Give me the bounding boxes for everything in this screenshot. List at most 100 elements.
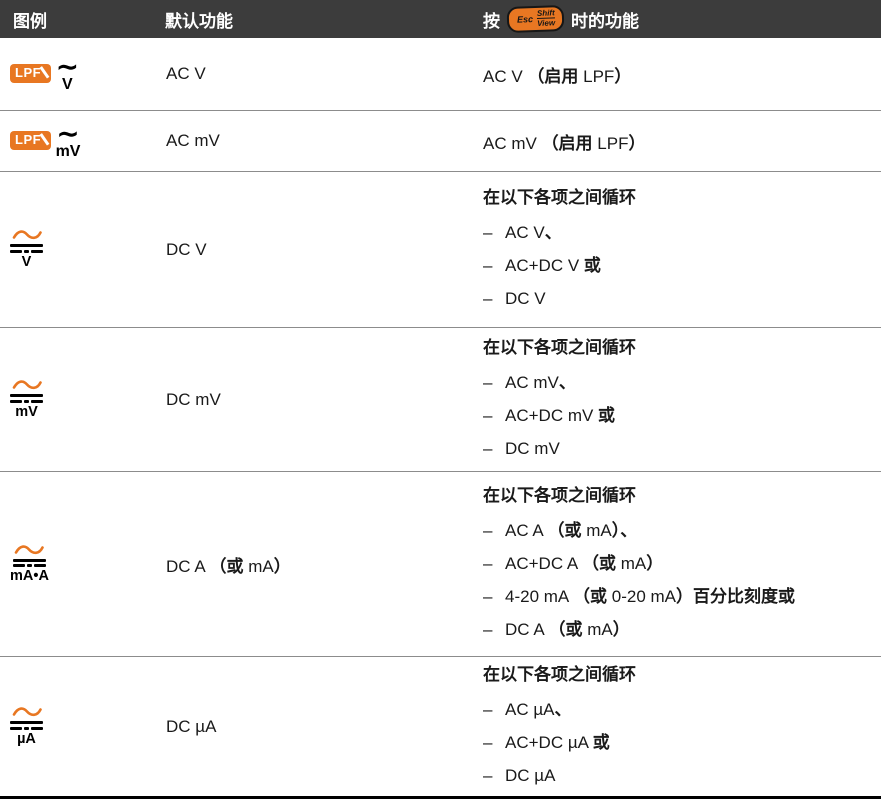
- shifted-function-cell: 在以下各项之间循环 – AC mV、 – AC+DC mV 或 – DC mV: [483, 328, 881, 471]
- dash-marker: –: [483, 372, 493, 392]
- dash-marker: –: [483, 619, 493, 639]
- header-default-function: 默认功能: [152, 7, 483, 32]
- header-legend: 图例: [0, 7, 152, 32]
- legend-cell: mA•A: [0, 472, 152, 656]
- dc-solid-bar-icon: [10, 244, 43, 248]
- default-function-text: DC V: [166, 239, 207, 259]
- cycle-item-text: DC A （或 mA）: [505, 619, 630, 639]
- cycle-item: – AC+DC A （或 mA）: [483, 547, 795, 580]
- header-press-label: 按: [483, 11, 500, 31]
- table-row: V DC V 在以下各项之间循环 – AC V、 – AC+DC V 或 – DC V: [0, 171, 881, 327]
- shifted-function-cell: 在以下各项之间循环 – AC A （或 mA）、 – AC+DC A （或 mA） –4…: [483, 472, 881, 656]
- cycle-item: – AC V、: [483, 216, 601, 249]
- lpf-badge-icon: LPF: [10, 63, 51, 83]
- dash-marker: –: [483, 553, 493, 573]
- ac-tilde-icon: ∼: [56, 116, 80, 150]
- cycle-item: – AC mV、: [483, 366, 615, 399]
- unit-label: V: [61, 75, 73, 93]
- dash-marker: –: [483, 765, 493, 785]
- unit-label: mV: [15, 403, 38, 420]
- dash-marker: –: [483, 438, 493, 458]
- cycle-item: – AC+DC µA 或: [483, 726, 610, 759]
- default-function-cell: AC V: [152, 38, 483, 110]
- unit-label: mV: [55, 142, 81, 160]
- default-function-cell: DC µA: [152, 657, 483, 796]
- cycle-item-text: AC+DC mV 或: [505, 405, 616, 425]
- header-function-label: 时的功能: [570, 11, 639, 31]
- default-function-text: AC V: [166, 64, 206, 83]
- ac-sine-wave-icon: [12, 707, 42, 717]
- cycle-item-text: AC+DC µA 或: [505, 732, 610, 752]
- cycle-item-text: AC A （或 mA）、: [505, 520, 638, 540]
- default-function-text: DC A （或 mA）: [166, 556, 291, 576]
- shifted-function-text: AC mV （启用 LPF）: [483, 133, 646, 153]
- dc-solid-bar-icon: [10, 721, 43, 725]
- cycle-item: – DC A （或 mA）: [483, 613, 795, 646]
- lpf-badge-label: LPF: [15, 131, 42, 147]
- table-header: 图例 默认功能 按 Esc Shift View 时的功能: [0, 0, 881, 38]
- cycle-item-text: DC V: [505, 288, 546, 308]
- default-function-cell: DC mV: [152, 328, 483, 471]
- cycle-item-text: AC mV、: [505, 372, 576, 392]
- dc-dashed-bar-icon: [10, 399, 43, 403]
- cycle-heading: 在以下各项之间循环: [483, 187, 636, 207]
- cycle-item-text: AC µA、: [505, 699, 572, 719]
- shifted-function-cell: AC V （启用 LPF）: [483, 38, 881, 110]
- ac-tilde-icon: ∼: [55, 49, 80, 83]
- dc-solid-bar-icon: [12, 558, 46, 562]
- header-legend-label: 图例: [13, 11, 47, 31]
- cycle-item-text: DC mV: [505, 438, 560, 458]
- dash-marker: –: [483, 288, 493, 308]
- shifted-function-cell: 在以下各项之间循环 – AC V、 – AC+DC V 或 – DC V: [483, 172, 881, 327]
- lpf-ac-icon: LPF ∼ mV: [10, 116, 81, 160]
- cycle-items: – AC A （或 mA）、 – AC+DC A （或 mA） –4-20 mA （或 …: [483, 514, 795, 646]
- cycle-item: – AC µA、: [483, 693, 610, 726]
- cycle-heading: 在以下各项之间循环: [483, 664, 636, 684]
- default-function-cell: AC mV: [152, 111, 483, 171]
- dash-marker: –: [483, 732, 493, 752]
- cycle-item-text: DC µA: [505, 765, 556, 785]
- legend-cell: LPF ∼ V: [0, 38, 152, 110]
- cycle-items: – AC V、 – AC+DC V 或 – DC V: [483, 216, 601, 315]
- dc-dashed-bar-icon: [12, 564, 46, 568]
- unit-label: mA•A: [10, 568, 49, 585]
- default-function-text: DC µA: [166, 716, 217, 736]
- table-row: µA DC µA 在以下各项之间循环 – AC µA、 – AC+DC µA 或 – DC…: [0, 656, 881, 799]
- cycle-item: –4-20 mA （或 0-20 mA）百分比刻度或: [483, 580, 795, 613]
- shift-view-label: Shift View: [536, 8, 556, 28]
- unit-label: V: [21, 253, 32, 270]
- ac-tilde-unit-icon: ∼ V: [55, 49, 80, 93]
- cycle-item: – AC A （或 mA）、: [483, 514, 795, 547]
- dc-dashed-bar-icon: [10, 249, 43, 253]
- cycle-item-text: 4-20 mA （或 0-20 mA）百分比刻度或: [505, 586, 796, 606]
- dash-marker: –: [483, 222, 493, 242]
- table-row: mV DC mV 在以下各项之间循环 – AC mV、 – AC+DC mV 或 – DC…: [0, 327, 881, 471]
- ac-dc-unit-icon: V: [10, 229, 43, 270]
- default-function-text: AC mV: [166, 131, 220, 150]
- ac-dc-unit-icon: mA•A: [10, 544, 49, 585]
- cycle-item: – DC µA: [483, 759, 610, 792]
- cycle-items: – AC mV、 – AC+DC mV 或 – DC mV: [483, 366, 615, 465]
- legend-cell: µA: [0, 657, 152, 796]
- table-body: LPF ∼ V AC V AC V （启用 LPF） LPF: [0, 38, 881, 799]
- header-shifted-function: 按 Esc Shift View 时的功能: [483, 5, 881, 33]
- table-row: LPF ∼ V AC V AC V （启用 LPF）: [0, 38, 881, 110]
- dash-marker: –: [483, 520, 493, 540]
- ac-dc-unit-icon: µA: [10, 706, 43, 747]
- lpf-badge-label: LPF: [15, 64, 42, 80]
- dash-marker: –: [483, 586, 493, 606]
- ac-sine-wave-icon: [15, 544, 45, 554]
- shifted-function-cell: 在以下各项之间循环 – AC µA、 – AC+DC µA 或 – DC µA: [483, 657, 881, 796]
- ac-dc-unit-icon: mV: [10, 379, 43, 420]
- dc-dashed-bar-icon: [10, 726, 43, 730]
- shifted-function-text: AC V （启用 LPF）: [483, 66, 632, 86]
- legend-cell: V: [0, 172, 152, 327]
- cycle-item: – DC mV: [483, 432, 615, 465]
- ac-sine-wave-icon: [12, 380, 42, 390]
- esc-label: Esc: [516, 13, 534, 25]
- ac-tilde-unit-icon: ∼ mV: [55, 116, 81, 160]
- lpf-ac-icon: LPF ∼ V: [10, 49, 80, 93]
- default-function-cell: DC V: [152, 172, 483, 327]
- cycle-item: – DC V: [483, 282, 601, 315]
